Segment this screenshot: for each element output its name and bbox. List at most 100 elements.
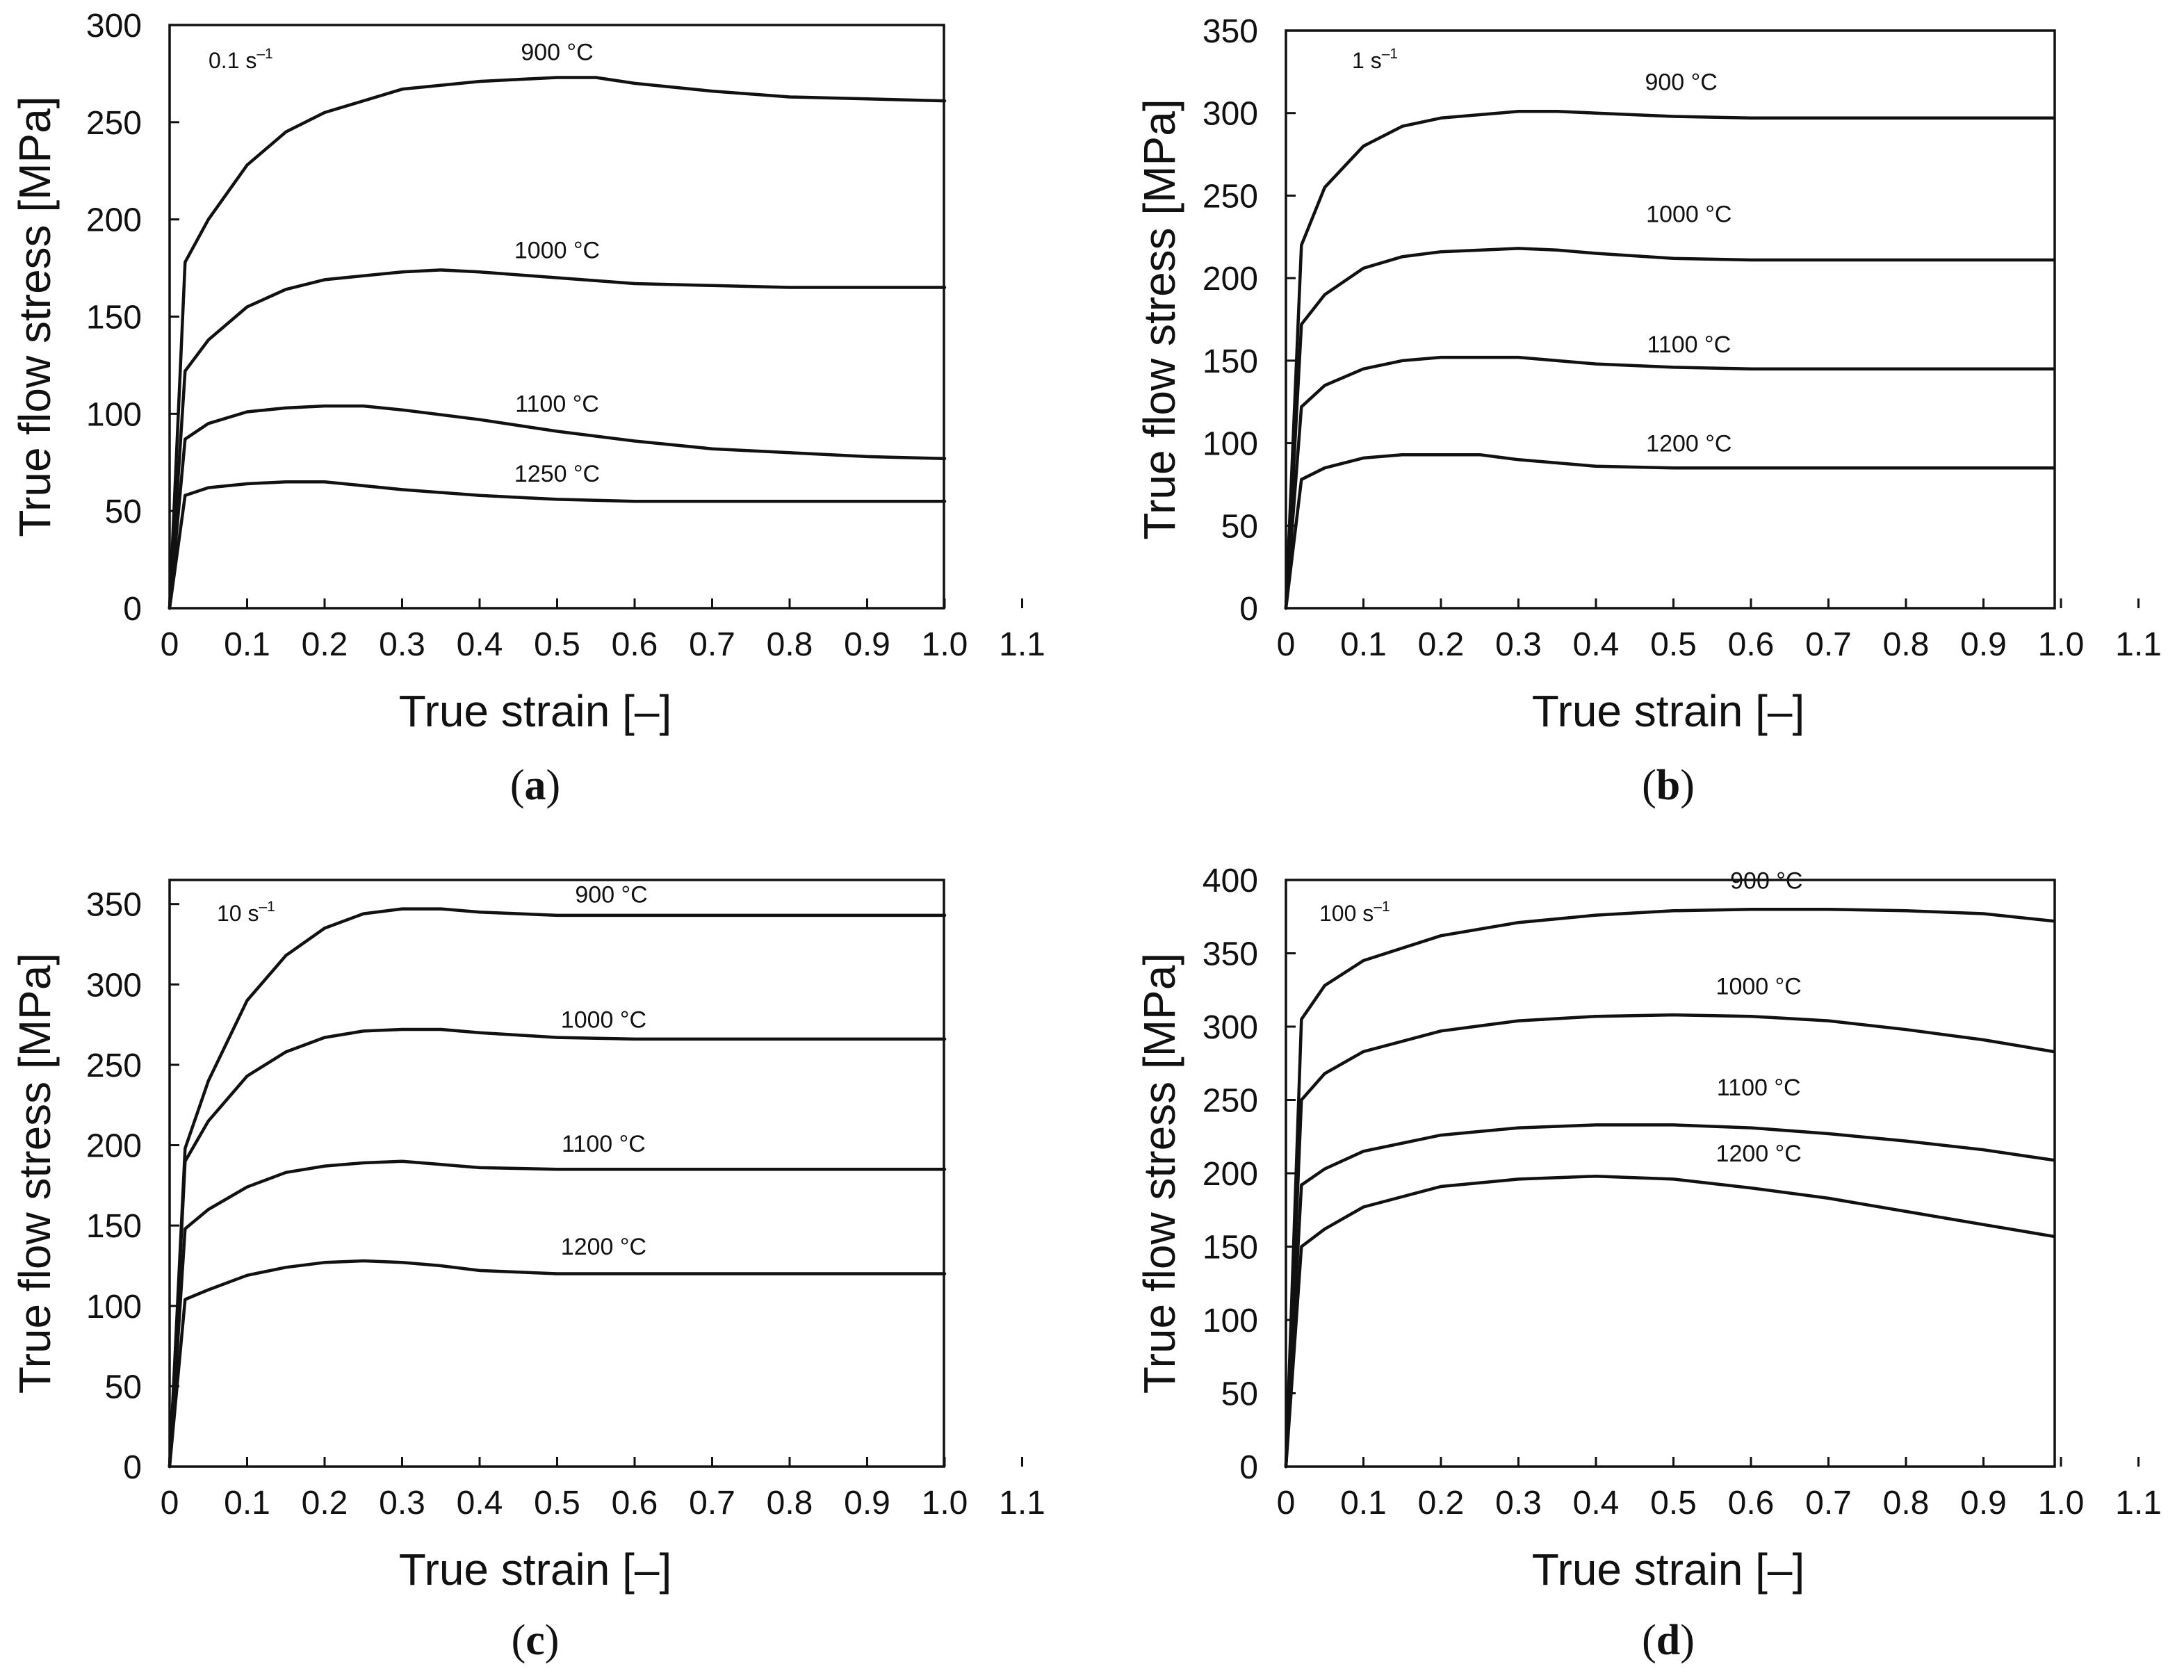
- curve-1200c: [1284, 452, 2055, 610]
- x-tick-label: 1.1: [2115, 626, 2162, 663]
- x-tick-label: 0.4: [1573, 626, 1620, 663]
- x-tick-label: 1.0: [922, 1485, 968, 1522]
- caption-letter: a: [525, 762, 546, 809]
- x-axis-title: True strain [–]: [399, 686, 671, 736]
- caption-close-paren: ): [546, 762, 561, 809]
- y-tick-label: 200: [86, 202, 142, 239]
- x-tick-label: 0.4: [457, 1485, 503, 1522]
- y-tick-label: 400: [1203, 863, 1258, 899]
- x-tick-label: 0.6: [612, 1485, 658, 1522]
- x-tick-label: 0.8: [767, 1485, 813, 1522]
- panel-caption: (d): [1642, 1617, 1695, 1664]
- x-tick-label: 0.7: [689, 626, 735, 663]
- caption-letter: d: [1656, 1617, 1680, 1664]
- y-tick-label: 250: [1203, 1083, 1258, 1120]
- caption-open-paren: (: [1642, 762, 1656, 809]
- strain-rate-exponent: –1: [1382, 46, 1398, 62]
- x-tick-label: 0.1: [1340, 626, 1387, 663]
- strain-rate-label: 0.1 s–1: [209, 46, 273, 73]
- x-tick-label: 0.1: [224, 1485, 270, 1522]
- x-tick-label: 1.0: [2038, 1485, 2085, 1522]
- x-tick-label: 0.4: [457, 626, 503, 663]
- strain-rate-base: 0.1 s: [209, 48, 256, 73]
- x-tick-label: 0.3: [379, 1485, 425, 1522]
- y-tick-label: 50: [105, 1369, 142, 1405]
- plot-frame: [1285, 879, 2056, 1468]
- caption-open-paren: (: [510, 762, 525, 809]
- y-tick-label: 200: [86, 1128, 142, 1165]
- curve-label: 1250 °C: [514, 461, 600, 487]
- y-tick-label: 150: [1203, 1230, 1258, 1266]
- curve-900c: [168, 76, 947, 610]
- x-tick-label: 0.2: [1418, 626, 1465, 663]
- x-tick-label: 0.8: [1883, 626, 1930, 663]
- curve-label: 1200 °C: [561, 1234, 646, 1260]
- x-tick-label: 1.1: [999, 626, 1045, 663]
- strain-rate-base: 100 s: [1319, 901, 1374, 926]
- caption-close-paren: ): [1680, 762, 1695, 809]
- panel-a: 0 0.1 0.2 0.3 0.4 0.5 0.6 0.7 0.8 0.9 1.0 1.1 0 50 100…: [10, 8, 1045, 809]
- x-tick-label: 0.9: [1960, 626, 2007, 663]
- x-tick-label: 0: [161, 1485, 179, 1522]
- x-tick-label: 0.7: [1805, 626, 1852, 663]
- y-tick-label: 0: [1239, 1449, 1258, 1486]
- y-tick-label: 300: [86, 8, 142, 44]
- curve-label: 900 °C: [1645, 69, 1717, 95]
- y-tick-label: 100: [86, 396, 142, 433]
- y-tick-label: 100: [86, 1289, 142, 1326]
- curve-label: 1200 °C: [1716, 1141, 1802, 1167]
- caption-letter: b: [1656, 762, 1680, 809]
- strain-rate-label: 1 s–1: [1352, 46, 1398, 73]
- caption-letter: c: [525, 1617, 545, 1664]
- y-tick-label: 350: [1203, 13, 1258, 50]
- x-tick-label: 0: [1277, 1485, 1296, 1522]
- strain-rate-label: 10 s–1: [217, 899, 275, 926]
- y-axis-title: True flow stress [MPa]: [1134, 99, 1184, 539]
- y-tick-label: 50: [1221, 508, 1258, 545]
- x-axis-title: True strain [–]: [1532, 686, 1804, 736]
- y-axis-title: True flow stress [MPa]: [1134, 953, 1184, 1394]
- y-tick-label: 300: [1203, 96, 1258, 133]
- panel-c: 0 0.1 0.2 0.3 0.4 0.5 0.6 0.7 0.8 0.9 1.0 1.1 0 50 100…: [10, 879, 1045, 1664]
- curve-1000c: [168, 268, 947, 610]
- x-tick-label: 0: [1277, 626, 1296, 663]
- y-tick-label: 300: [1203, 1009, 1258, 1046]
- curve-1000c: [168, 1027, 947, 1469]
- strain-rate-exponent: –1: [1374, 899, 1390, 915]
- strain-rate-base: 10 s: [217, 901, 259, 926]
- y-tick-label: 300: [86, 967, 142, 1004]
- x-tick-label: 0.3: [1495, 626, 1542, 663]
- curve-1200c: [1284, 1174, 2055, 1469]
- curve-1000c: [1284, 247, 2055, 610]
- curve-1100c: [1284, 355, 2055, 610]
- x-tick-label: 0: [161, 626, 179, 663]
- y-tick-label: 0: [1239, 591, 1258, 628]
- x-tick-label: 0.5: [534, 626, 580, 663]
- x-tick-label: 0.1: [1340, 1485, 1387, 1522]
- curve-900c: [168, 907, 947, 1469]
- x-tick-label: 0.2: [302, 626, 348, 663]
- curve-900c: [1284, 907, 2055, 1469]
- x-tick-label: 0.9: [1960, 1485, 2007, 1522]
- y-tick-label: 350: [1203, 936, 1258, 973]
- y-tick-label: 100: [1203, 426, 1258, 463]
- y-tick-label: 250: [86, 1047, 142, 1084]
- y-tick-label: 250: [1203, 178, 1258, 215]
- curve-1250c: [168, 480, 947, 610]
- strain-rate-base: 1 s: [1352, 48, 1382, 73]
- panel-caption: (b): [1642, 762, 1695, 809]
- curve-label: 1000 °C: [514, 238, 600, 264]
- curve-1100c: [168, 1159, 947, 1469]
- x-tick-label: 0.3: [379, 626, 425, 663]
- y-tick-label: 350: [86, 887, 142, 924]
- x-tick-label: 1.1: [999, 1485, 1045, 1522]
- x-axis-title: True strain [–]: [1532, 1544, 1804, 1595]
- x-tick-label: 1.0: [2038, 626, 2085, 663]
- panel-b: 0 0.1 0.2 0.3 0.4 0.5 0.6 0.7 0.8 0.9 1.0 1.1 0 50 100…: [1134, 13, 2162, 809]
- x-tick-label: 0.4: [1573, 1485, 1620, 1522]
- strain-rate-label: 100 s–1: [1319, 899, 1390, 926]
- caption-open-paren: (: [512, 1617, 526, 1664]
- plot-frame: [168, 24, 945, 610]
- y-tick-label: 150: [86, 300, 142, 336]
